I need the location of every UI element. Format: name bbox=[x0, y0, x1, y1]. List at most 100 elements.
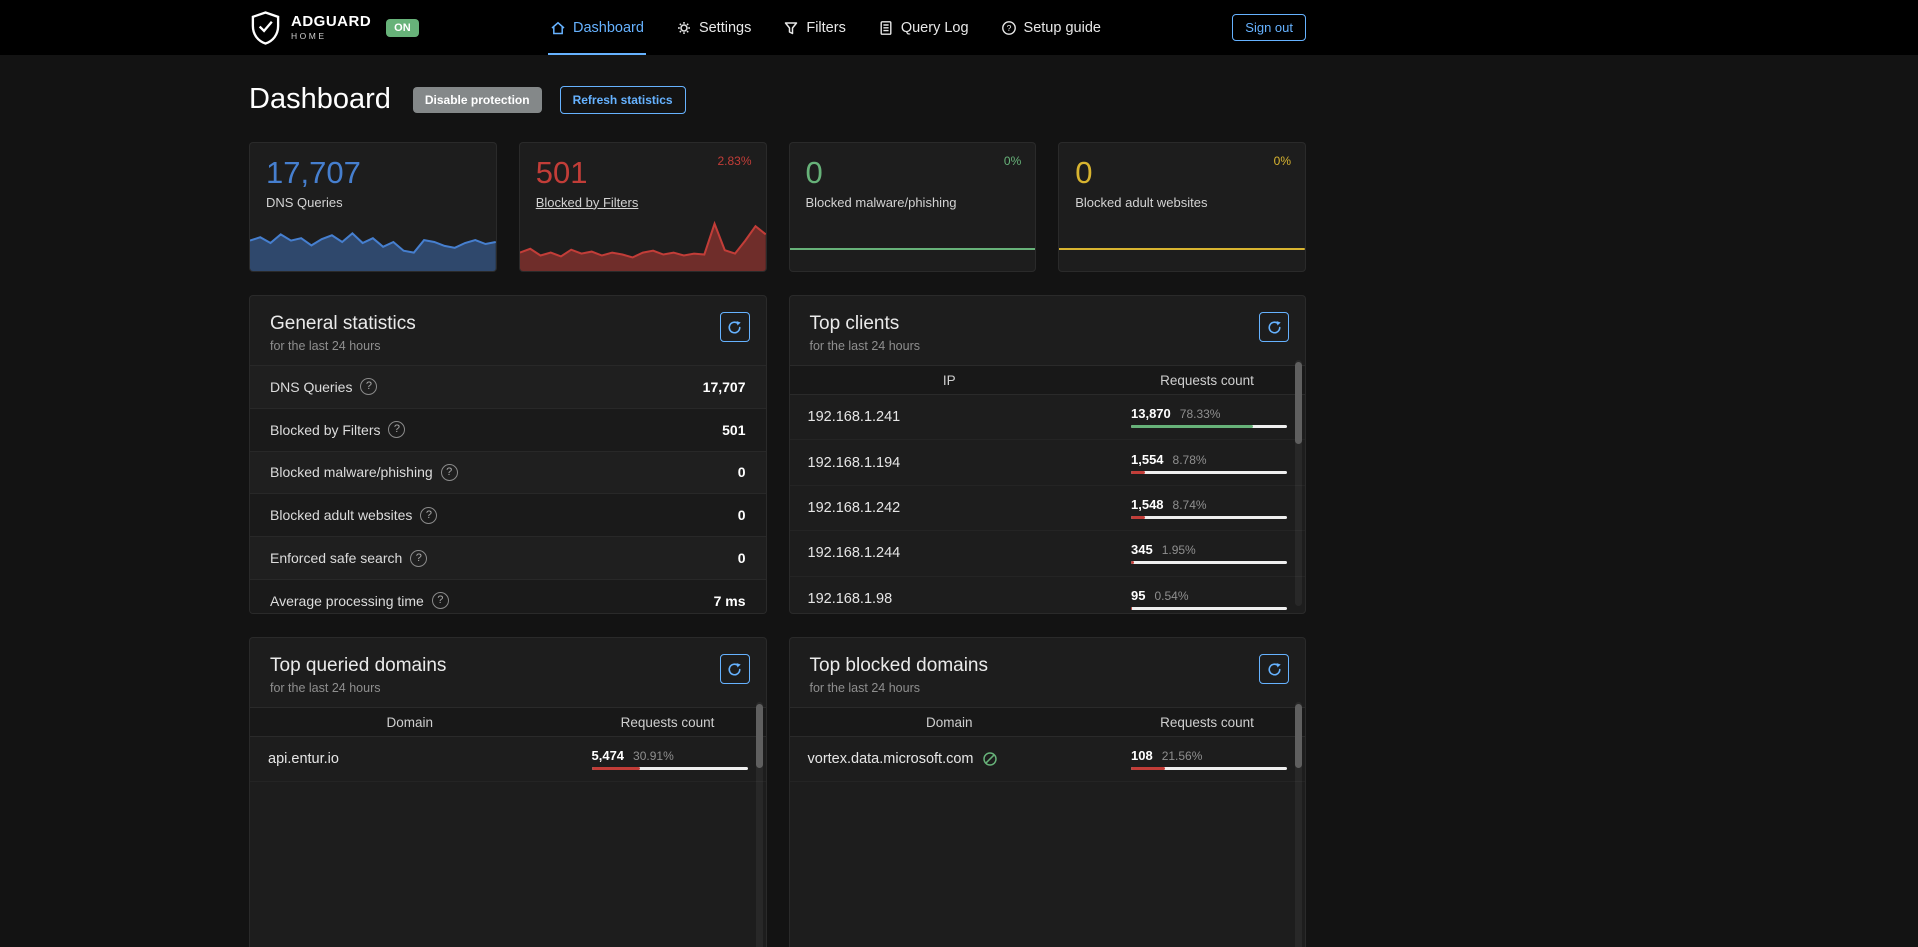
stat-row: Blocked adult websites ? 0 bbox=[250, 493, 766, 537]
table-row-key[interactable]: 192.168.1.244 bbox=[807, 545, 901, 562]
nav-item-query-log[interactable]: Query Log bbox=[876, 0, 971, 55]
help-circle-icon: ? bbox=[1001, 20, 1016, 35]
requests-count: 95 bbox=[1131, 587, 1146, 603]
table-row-key[interactable]: 192.168.1.194 bbox=[807, 454, 901, 471]
stat-row-label: DNS Queries bbox=[270, 378, 353, 395]
top-blocked-domains-card: Top blocked domains for the last 24 hour… bbox=[788, 637, 1306, 947]
adguard-logo-icon bbox=[251, 10, 280, 45]
help-icon[interactable]: ? bbox=[440, 463, 458, 481]
stat-row-label: Blocked malware/phishing bbox=[270, 464, 433, 481]
scrollbar-thumb[interactable] bbox=[1295, 704, 1302, 768]
stat-value: 0 bbox=[805, 155, 823, 190]
stat-value: 17,707 bbox=[266, 155, 361, 190]
stat-row: Average processing time ? 7 ms bbox=[250, 578, 766, 613]
stat-card-blocked-adult: 0% 0 Blocked adult websites bbox=[1058, 142, 1306, 272]
sparkline-chart bbox=[250, 232, 496, 271]
requests-count: 1,554 bbox=[1131, 451, 1164, 467]
nav-item-settings[interactable]: Settings bbox=[674, 0, 753, 55]
nav-item-filters[interactable]: Filters bbox=[781, 0, 847, 55]
disable-protection-button[interactable]: Disable protection bbox=[412, 86, 542, 113]
brand-subtitle: HOME bbox=[291, 31, 327, 42]
top-queried-rows: api.entur.io 5,474 30.91% bbox=[250, 737, 766, 783]
vertical-scrollbar[interactable] bbox=[1295, 702, 1302, 947]
refresh-card-button[interactable] bbox=[1259, 654, 1289, 684]
refresh-card-button[interactable] bbox=[719, 654, 750, 684]
vertical-scrollbar[interactable] bbox=[1295, 360, 1302, 606]
stat-label: Blocked adult websites bbox=[1075, 194, 1208, 210]
nav-item-dashboard[interactable]: Dashboard bbox=[548, 0, 646, 55]
help-icon[interactable]: ? bbox=[410, 549, 428, 567]
stat-row: DNS Queries ? 17,707 bbox=[250, 365, 766, 408]
progress-bar bbox=[591, 767, 748, 771]
requests-percent: 30.91% bbox=[633, 749, 674, 764]
top-clients-rows: 192.168.1.241 13,870 78.33% 192.168.1.19… bbox=[789, 395, 1305, 613]
help-icon[interactable]: ? bbox=[420, 506, 438, 524]
table-row-key[interactable]: vortex.data.microsoft.com bbox=[808, 751, 1132, 767]
requests-count: 1,548 bbox=[1131, 496, 1164, 512]
refresh-icon bbox=[728, 320, 741, 333]
stat-card-blocked-by-filters: 2.83% 501 Blocked by Filters bbox=[518, 142, 767, 272]
nav-item-setup-guide[interactable]: ? Setup guide bbox=[999, 0, 1103, 55]
scrollbar-thumb[interactable] bbox=[755, 704, 763, 768]
table-row-key[interactable]: 192.168.1.241 bbox=[807, 409, 901, 426]
navbar: ADGUARD HOME ON Dashboard Settings bbox=[0, 0, 1918, 55]
stat-value: 0 bbox=[1075, 155, 1093, 190]
brand-name: ADGUARD bbox=[291, 13, 372, 31]
stat-card-dns-queries: 17,707 DNS Queries bbox=[249, 142, 497, 272]
adguard-home-brand[interactable]: ADGUARD HOME ON bbox=[249, 10, 419, 46]
stat-row-value: 17,707 bbox=[702, 378, 746, 395]
table-header: Domain Requests count bbox=[250, 707, 766, 737]
column-header-requests: Requests count bbox=[1160, 714, 1254, 730]
requests-percent: 1.95% bbox=[1161, 543, 1196, 558]
help-icon[interactable]: ? bbox=[360, 378, 378, 396]
table-row: api.entur.io 5,474 30.91% bbox=[250, 737, 766, 783]
refresh-card-button[interactable] bbox=[1259, 312, 1289, 342]
sparkline-chart bbox=[519, 220, 766, 271]
table-row-key[interactable]: 192.168.1.242 bbox=[807, 499, 901, 516]
main-content: Dashboard Disable protection Refresh sta… bbox=[249, 83, 1306, 947]
refresh-icon bbox=[1267, 662, 1281, 675]
requests-percent: 8.78% bbox=[1172, 452, 1207, 467]
table-row: 192.168.1.244 345 1.95% bbox=[789, 531, 1305, 577]
table-row-key[interactable]: api.entur.io bbox=[268, 751, 339, 768]
progress-bar-fill bbox=[591, 767, 640, 771]
requests-percent: 21.56% bbox=[1161, 749, 1203, 764]
refresh-card-button[interactable] bbox=[719, 312, 750, 342]
stat-row-value: 0 bbox=[737, 507, 746, 524]
requests-percent: 0.54% bbox=[1154, 588, 1189, 603]
main-nav: Dashboard Settings Filters bbox=[419, 0, 1233, 55]
table-header: Domain Requests count bbox=[789, 707, 1305, 737]
requests-count: 345 bbox=[1131, 542, 1153, 558]
vertical-scrollbar[interactable] bbox=[755, 702, 763, 947]
sign-out-button[interactable]: Sign out bbox=[1232, 14, 1306, 41]
column-header-domain: Domain bbox=[386, 714, 434, 730]
table-row-key[interactable]: 192.168.1.98 bbox=[807, 590, 893, 607]
stat-row-label: Blocked adult websites bbox=[270, 507, 413, 524]
card-title: Top clients bbox=[809, 313, 900, 334]
progress-bar-fill bbox=[1131, 470, 1145, 474]
table-row: 192.168.1.194 1,554 8.78% bbox=[789, 440, 1305, 486]
top-blocked-rows: vortex.data.microsoft.com 108 21.56% bbox=[789, 737, 1305, 783]
protection-status-badge: ON bbox=[386, 18, 419, 37]
table-header: IP Requests count bbox=[789, 365, 1305, 395]
stat-row: Blocked malware/phishing ? 0 bbox=[250, 450, 766, 494]
help-icon[interactable]: ? bbox=[431, 592, 449, 610]
scrollbar-thumb[interactable] bbox=[1295, 362, 1302, 444]
general-statistics-rows: DNS Queries ? 17,707 Blocked by Filters … bbox=[250, 365, 766, 613]
card-subtitle: for the last 24 hours bbox=[270, 681, 381, 695]
sparkline-chart bbox=[789, 248, 1036, 250]
progress-bar-fill bbox=[1131, 425, 1254, 429]
dashboard-icon bbox=[551, 21, 565, 34]
column-header-ip: IP bbox=[942, 372, 956, 388]
stat-label: Blocked malware/phishing bbox=[805, 194, 957, 210]
progress-bar-fill bbox=[1131, 561, 1135, 565]
refresh-statistics-button[interactable]: Refresh statistics bbox=[559, 85, 686, 114]
help-icon[interactable]: ? bbox=[388, 421, 406, 439]
stat-label[interactable]: Blocked by Filters bbox=[535, 194, 639, 210]
column-header-domain: Domain bbox=[925, 714, 973, 730]
general-statistics-card: General statistics for the last 24 hours… bbox=[249, 295, 767, 614]
progress-bar-fill bbox=[1131, 606, 1132, 610]
card-title: Top blocked domains bbox=[809, 655, 989, 676]
progress-bar bbox=[1131, 606, 1287, 610]
card-subtitle: for the last 24 hours bbox=[809, 339, 920, 353]
